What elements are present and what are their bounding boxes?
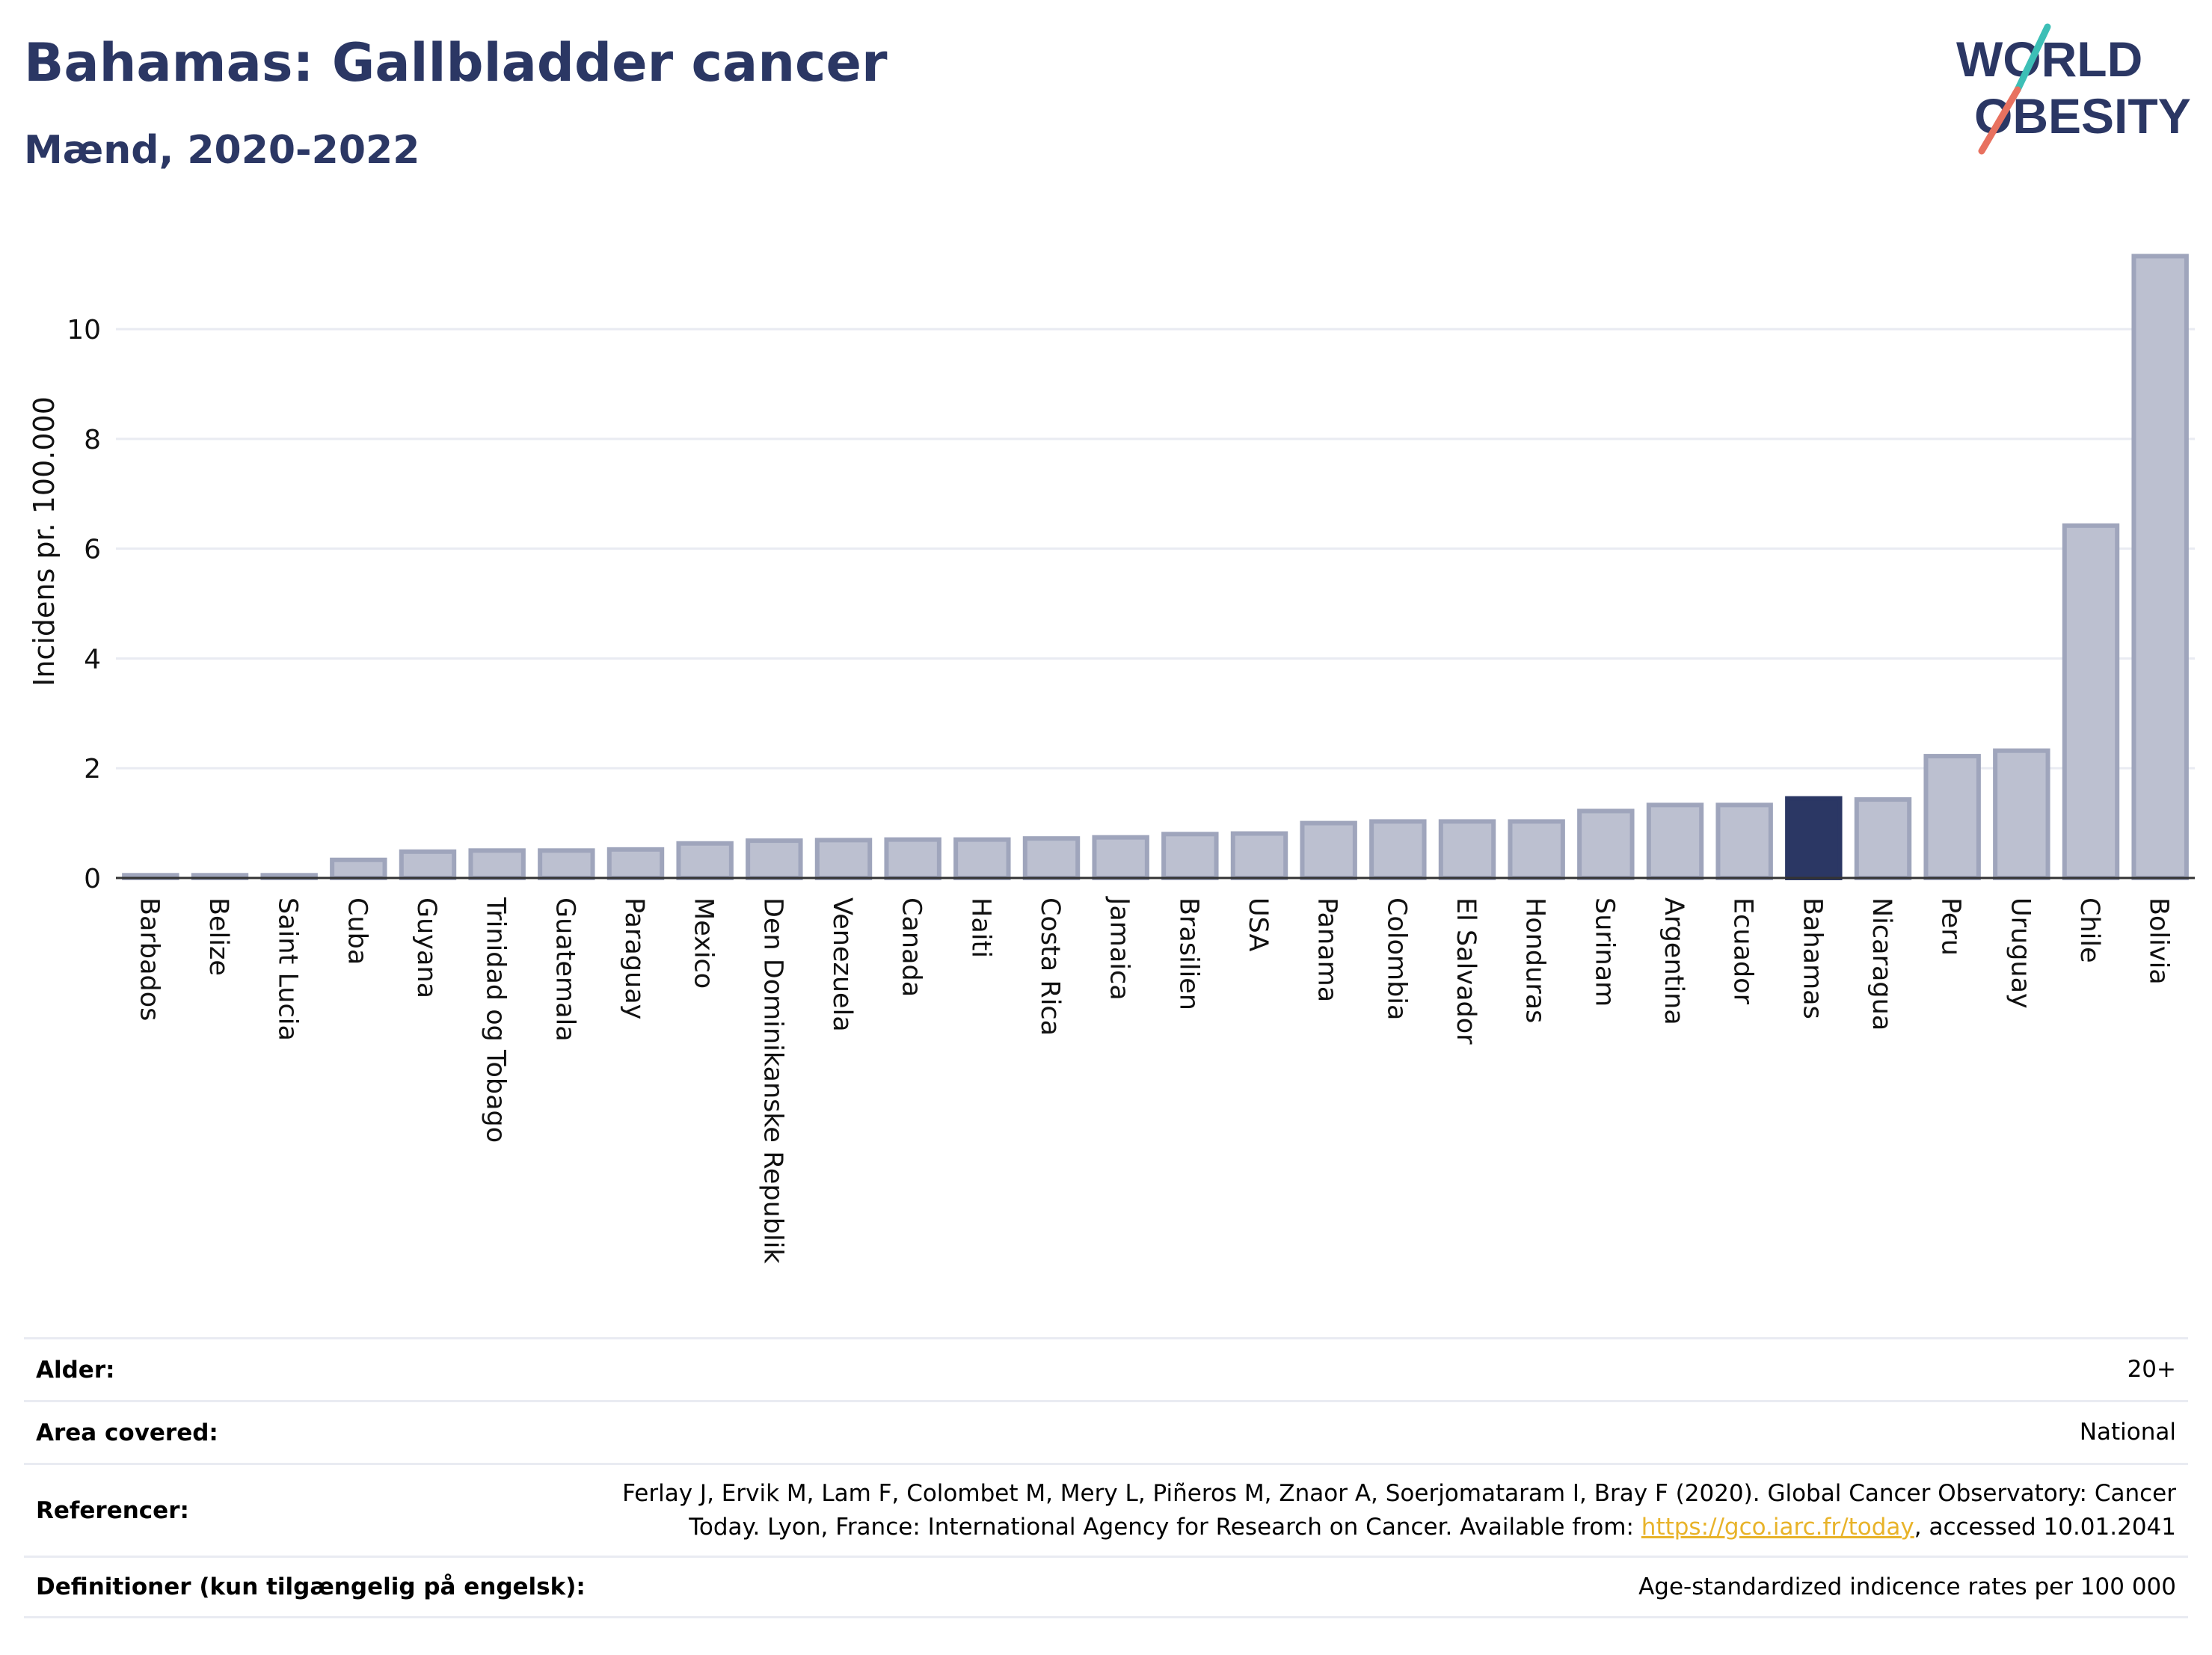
x-tick-label: Honduras: [1520, 897, 1550, 1023]
x-tick-label: Guatemala: [550, 897, 580, 1042]
x-tick-label: Canada: [897, 897, 927, 997]
info-value-definitions: Age-standardized indicence rates per 100…: [1638, 1573, 2176, 1600]
info-row-references: Referencer: Ferlay J, Ervik M, Lam F, Co…: [24, 1463, 2188, 1556]
x-tick-label: Jamaica: [1105, 896, 1134, 1001]
x-tick-label: Nicaragua: [1867, 897, 1896, 1031]
y-tick-label: 0: [84, 864, 101, 894]
x-tick-label: El Salvador: [1451, 897, 1481, 1045]
x-tick-label: Cuba: [342, 897, 372, 965]
info-table: Alder: 20+ Area covered: National Refere…: [24, 1337, 2188, 1618]
bar-canada: [884, 837, 941, 880]
reference-link[interactable]: https://gco.iarc.fr/today: [1641, 1513, 1914, 1541]
logo-slash-top: [2014, 23, 2051, 93]
y-axis-label: Incidens pr. 100.000: [28, 396, 61, 687]
page-subtitle: Mænd, 2020-2022: [24, 128, 420, 173]
bar-mexico: [676, 841, 734, 880]
x-tick-label: Ecuador: [1728, 897, 1758, 1005]
bar-usa: [1230, 831, 1288, 880]
bar-guatemala: [538, 848, 595, 880]
info-value-area: National: [2079, 1419, 2176, 1446]
chart-bars: [116, 254, 2195, 881]
chart-grid: [116, 328, 2195, 770]
bar-ecuador: [1715, 802, 1773, 880]
bar-venezuela: [814, 838, 873, 880]
x-tick-label: Paraguay: [619, 897, 649, 1019]
info-row-age: Alder: 20+: [24, 1337, 2188, 1400]
x-tick-label: Den Dominikanske Republik: [758, 897, 787, 1264]
x-tick-label: Panama: [1312, 897, 1342, 1002]
x-tick-label: Colombia: [1381, 897, 1411, 1020]
bar-cuba: [330, 857, 387, 881]
bar-uruguay: [1993, 748, 2050, 880]
bar-colombia: [1369, 819, 1427, 880]
info-label-definitions: Definitioner (kun tilgængelig på engelsk…: [36, 1573, 586, 1600]
x-tick-label: Chile: [2074, 897, 2104, 963]
bar-paraguay: [606, 847, 665, 880]
bar-haiti: [953, 837, 1011, 880]
info-value-references: Ferlay J, Ervik M, Lam F, Colombet M, Me…: [622, 1477, 2176, 1544]
x-tick-label: Surinam: [1589, 897, 1619, 1007]
x-tick-label: Uruguay: [2005, 897, 2035, 1009]
x-tick-label: Venezuela: [827, 897, 857, 1032]
y-tick-label: 10: [67, 315, 101, 346]
info-value-age: 20+: [2127, 1356, 2176, 1384]
x-tick-label: Peru: [1936, 897, 1966, 956]
bar-brasilien: [1161, 832, 1219, 880]
reference-line2-pre: Today. Lyon, France: International Agenc…: [689, 1513, 1641, 1541]
x-tick-label: Argentina: [1659, 897, 1689, 1025]
x-tick-label: Trinidad og Tobago: [481, 897, 511, 1143]
info-row-definitions: Definitioner (kun tilgængelig på engelsk…: [24, 1556, 2188, 1618]
logo-line1: WORLD: [1956, 31, 2142, 87]
page-title: Bahamas: Gallbladder cancer: [24, 32, 888, 93]
x-tick-label: Haiti: [965, 897, 995, 958]
bar-chart: 0 2 4 6 8 10 Barbados Belize Saint Lucia Cuba Guy…: [28, 254, 2195, 1264]
x-tick-label: Saint Lucia: [273, 897, 303, 1041]
x-tick-label: Bolivia: [2144, 897, 2174, 985]
bar-jamaica: [1092, 835, 1149, 881]
x-tick-label: Bahamas: [1797, 897, 1827, 1019]
y-axis-ticks: 0 2 4 6 8 10: [67, 315, 101, 894]
bar-honduras: [1508, 819, 1565, 880]
bar-bolivia: [2131, 254, 2189, 880]
x-axis-ticks: Barbados Belize Saint Lucia Cuba Guyana Trini…: [134, 896, 2173, 1264]
bar-nicaragua: [1854, 797, 1912, 880]
bar-costa-rica: [1022, 836, 1081, 880]
world-obesity-logo: WORLD OBESITY: [1956, 23, 2191, 155]
bar-den-dominikanske-republik: [746, 838, 803, 881]
bar-el-salvador: [1438, 819, 1496, 880]
bar-argentina: [1646, 802, 1704, 880]
x-tick-label: Costa Rica: [1035, 897, 1065, 1036]
info-label-age: Alder:: [36, 1356, 115, 1384]
reference-line1: Ferlay J, Ervik M, Lam F, Colombet M, Me…: [622, 1479, 2176, 1507]
reference-line2-post: , accessed 10.01.2041: [1914, 1513, 2176, 1541]
bar-peru: [1923, 754, 1981, 881]
bar-bahamas: [1785, 796, 1843, 880]
bar-panama: [1300, 820, 1357, 881]
x-tick-label: Guyana: [411, 897, 441, 998]
info-row-area: Area covered: National: [24, 1400, 2188, 1463]
info-label-references: Referencer:: [36, 1496, 189, 1524]
bar-chile: [2062, 523, 2120, 880]
x-tick-label: Brasilien: [1173, 897, 1203, 1010]
y-tick-label: 2: [84, 754, 101, 784]
bar-surinam: [1577, 808, 1635, 880]
bar-trinidad-og-tobago: [468, 848, 526, 880]
x-tick-label: Barbados: [134, 897, 164, 1021]
y-tick-label: 4: [84, 644, 101, 675]
x-tick-label: Belize: [203, 897, 233, 976]
x-tick-label: USA: [1243, 897, 1273, 951]
y-tick-label: 8: [84, 425, 101, 455]
bar-guyana: [399, 849, 457, 880]
logo-slash-bottom: [1978, 86, 2021, 155]
y-tick-label: 6: [84, 535, 101, 565]
x-tick-label: Mexico: [689, 897, 719, 989]
info-label-area: Area covered:: [36, 1419, 218, 1446]
